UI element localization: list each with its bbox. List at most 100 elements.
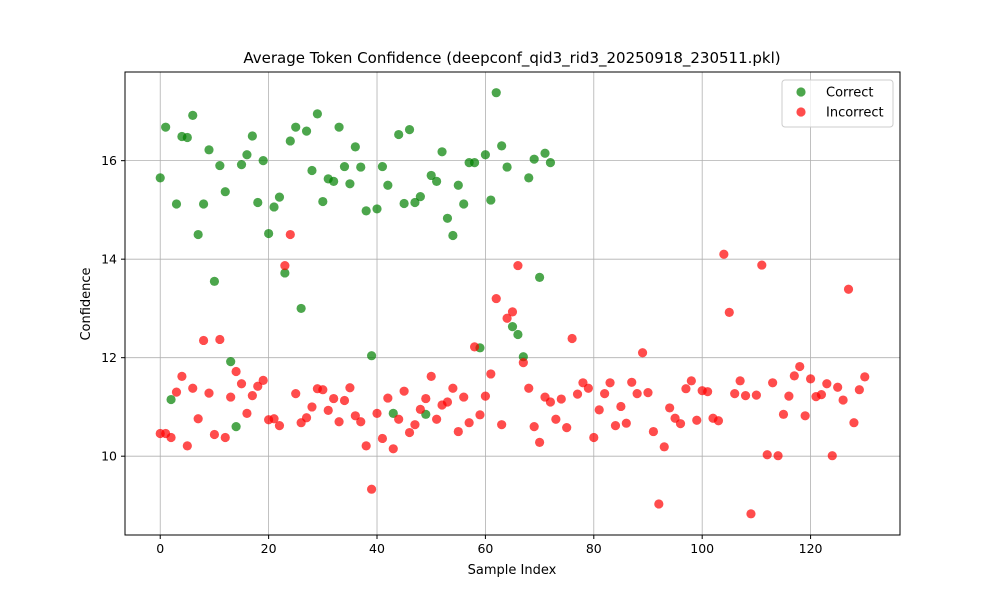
point-incorrect xyxy=(529,422,539,432)
point-correct xyxy=(448,230,458,241)
point-incorrect xyxy=(166,432,176,443)
point-incorrect xyxy=(789,371,799,381)
point-incorrect xyxy=(247,391,257,401)
x-axis-label: Sample Index xyxy=(468,563,557,578)
point-incorrect xyxy=(654,499,664,509)
point-incorrect xyxy=(740,391,751,401)
point-incorrect xyxy=(643,388,653,398)
point-incorrect xyxy=(215,334,225,345)
point-incorrect xyxy=(627,377,637,387)
point-correct xyxy=(513,329,523,340)
point-incorrect xyxy=(719,249,729,259)
y-tick-label: 12 xyxy=(101,350,117,365)
y-axis-label: Confidence xyxy=(79,267,94,340)
point-correct xyxy=(491,88,501,98)
point-incorrect xyxy=(507,307,518,317)
point-incorrect xyxy=(448,383,458,393)
point-incorrect xyxy=(377,433,388,444)
x-tick-label: 40 xyxy=(369,541,385,556)
point-incorrect xyxy=(399,386,409,396)
point-incorrect xyxy=(301,413,312,423)
point-correct xyxy=(296,303,306,314)
point-correct xyxy=(366,351,377,361)
point-correct xyxy=(432,176,442,186)
point-correct xyxy=(329,176,339,186)
point-incorrect xyxy=(843,284,854,294)
point-incorrect xyxy=(768,378,778,388)
x-tick-label: 60 xyxy=(477,541,493,556)
point-incorrect xyxy=(231,366,241,377)
point-correct xyxy=(545,158,556,168)
point-correct xyxy=(459,199,469,209)
point-incorrect xyxy=(388,444,398,454)
point-incorrect xyxy=(854,385,864,395)
point-incorrect xyxy=(475,410,485,420)
point-incorrect xyxy=(497,420,507,430)
point-incorrect xyxy=(204,388,214,398)
point-incorrect xyxy=(860,372,870,382)
y-tick-label: 16 xyxy=(101,153,117,168)
point-incorrect xyxy=(442,397,453,407)
point-correct xyxy=(540,148,550,158)
point-incorrect xyxy=(681,384,691,394)
point-incorrect xyxy=(713,416,724,426)
point-incorrect xyxy=(735,376,745,386)
point-correct xyxy=(231,422,241,432)
point-incorrect xyxy=(589,432,599,443)
point-incorrect xyxy=(356,417,366,427)
point-incorrect xyxy=(562,423,572,433)
point-incorrect xyxy=(513,260,523,271)
point-correct xyxy=(307,165,317,176)
y-tick-label: 10 xyxy=(101,449,117,464)
point-incorrect xyxy=(534,437,545,447)
point-incorrect xyxy=(583,383,593,393)
point-correct xyxy=(524,173,534,183)
point-incorrect xyxy=(432,414,442,424)
point-correct xyxy=(280,268,290,278)
point-incorrect xyxy=(193,414,203,424)
point-incorrect xyxy=(366,484,377,494)
point-incorrect xyxy=(285,229,295,240)
legend-marker-incorrect xyxy=(796,107,806,117)
point-correct xyxy=(507,322,518,332)
point-correct xyxy=(215,160,225,171)
point-incorrect xyxy=(318,385,328,395)
point-incorrect xyxy=(632,389,642,399)
point-incorrect xyxy=(637,348,648,358)
point-correct xyxy=(361,206,371,216)
point-incorrect xyxy=(838,395,848,405)
x-tick-label: 80 xyxy=(586,541,602,556)
point-correct xyxy=(318,196,328,207)
x-tick-label: 20 xyxy=(261,541,277,556)
point-incorrect xyxy=(220,432,230,443)
point-incorrect xyxy=(605,378,615,388)
point-incorrect xyxy=(209,429,220,440)
point-incorrect xyxy=(459,392,469,402)
legend: Correct Incorrect xyxy=(781,79,894,128)
point-incorrect xyxy=(827,451,837,461)
point-correct xyxy=(291,122,301,132)
point-incorrect xyxy=(524,383,534,393)
point-incorrect xyxy=(816,390,827,400)
point-incorrect xyxy=(648,426,659,437)
point-incorrect xyxy=(784,391,794,401)
point-correct xyxy=(220,187,230,197)
point-incorrect xyxy=(415,404,425,414)
point-incorrect xyxy=(253,381,263,391)
point-correct xyxy=(204,145,214,155)
legend-label-incorrect: Incorrect xyxy=(826,106,884,121)
point-incorrect xyxy=(307,402,317,412)
point-incorrect xyxy=(464,418,474,428)
point-incorrect xyxy=(323,405,333,415)
point-correct xyxy=(258,156,268,166)
point-incorrect xyxy=(805,374,816,384)
point-incorrect xyxy=(659,442,669,452)
point-incorrect xyxy=(421,393,431,404)
point-correct xyxy=(193,229,203,240)
point-incorrect xyxy=(361,441,371,451)
point-incorrect xyxy=(730,389,740,399)
point-incorrect xyxy=(703,387,713,397)
point-incorrect xyxy=(746,509,756,519)
point-incorrect xyxy=(551,414,561,424)
